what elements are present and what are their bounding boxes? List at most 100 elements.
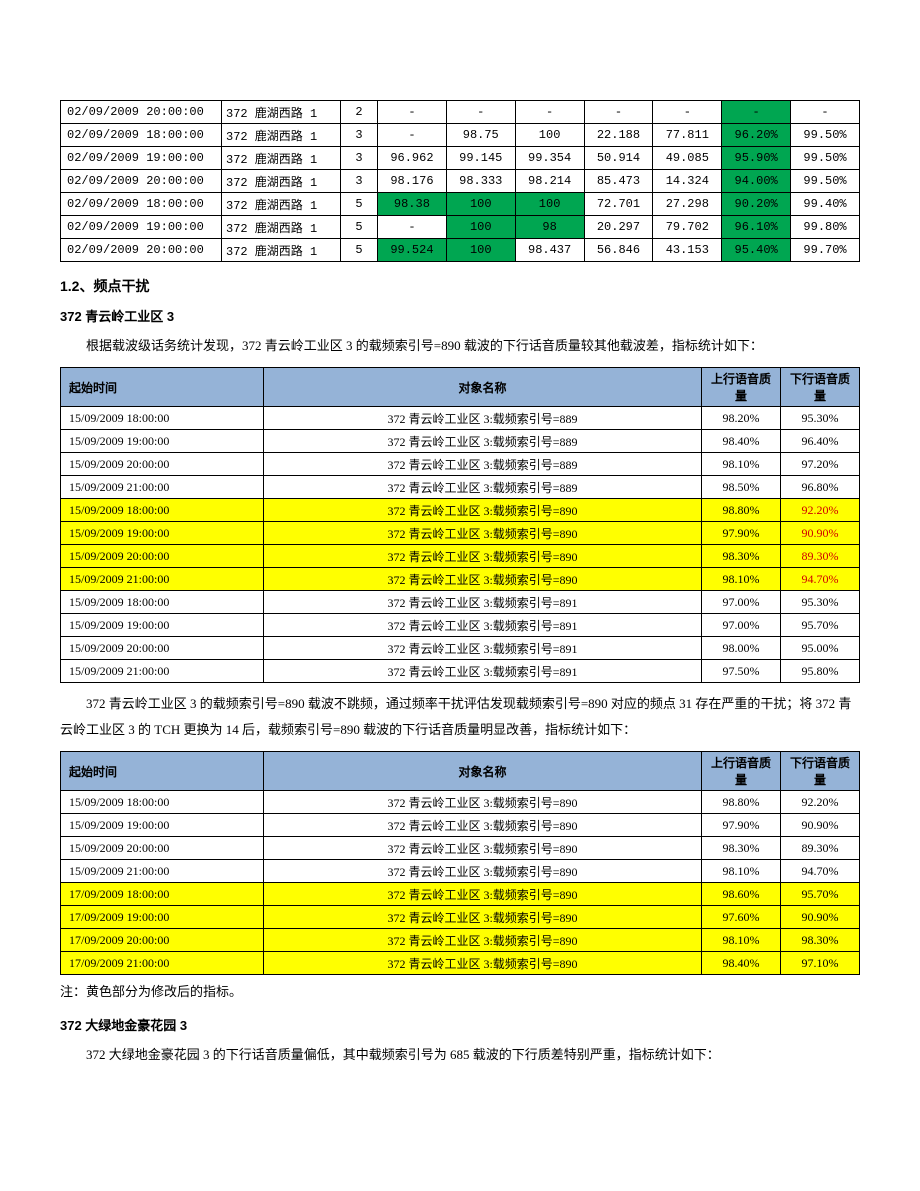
cell-uplink: 98.40% [702, 430, 781, 453]
cell-value: 20.297 [584, 216, 653, 239]
cell-downlink: 89.30% [781, 545, 860, 568]
cell-object: 372 青云岭工业区 3:载频索引号=889 [264, 453, 702, 476]
cell-uplink: 98.10% [702, 453, 781, 476]
cell-downlink: 89.30% [781, 837, 860, 860]
cell-time: 02/09/2009 18:00:00 [61, 124, 222, 147]
cell-value: 14.324 [653, 170, 722, 193]
cell-time: 15/09/2009 20:00:00 [61, 837, 264, 860]
subheading-daludir: 372 大绿地金豪花园 3 [60, 1015, 860, 1034]
cell-value: - [722, 101, 791, 124]
table-luhu: 02/09/2009 20:00:00372 鹿湖西路 12-------02/… [60, 100, 860, 262]
cell-idx: 3 [341, 124, 378, 147]
cell-value: 99.354 [515, 147, 584, 170]
cell-downlink: 92.20% [781, 791, 860, 814]
cell-value: 49.085 [653, 147, 722, 170]
cell-downlink: 90.90% [781, 814, 860, 837]
cell-value: 27.298 [653, 193, 722, 216]
note-yellow: 注：黄色部分为修改后的指标。 [60, 979, 860, 1005]
cell-time: 02/09/2009 19:00:00 [61, 147, 222, 170]
para-3: 372 大绿地金豪花园 3 的下行话音质量偏低，其中载频索引号为 685 载波的… [60, 1042, 860, 1068]
cell-object: 372 青云岭工业区 3:载频索引号=890 [264, 568, 702, 591]
cell-uplink: 98.10% [702, 929, 781, 952]
cell-value: 100 [446, 239, 515, 262]
cell-time: 15/09/2009 20:00:00 [61, 453, 264, 476]
cell-object: 372 青云岭工业区 3:载频索引号=890 [264, 791, 702, 814]
cell-object: 372 青云岭工业区 3:载频索引号=890 [264, 883, 702, 906]
cell-value: 22.188 [584, 124, 653, 147]
cell-value: 79.702 [653, 216, 722, 239]
cell-object: 372 青云岭工业区 3:载频索引号=890 [264, 929, 702, 952]
cell-value: 99.50% [791, 147, 860, 170]
column-header: 下行语音质量 [781, 368, 860, 407]
cell-site: 372 鹿湖西路 1 [222, 170, 341, 193]
cell-value: - [378, 216, 447, 239]
cell-object: 372 青云岭工业区 3:载频索引号=891 [264, 660, 702, 683]
cell-object: 372 青云岭工业区 3:载频索引号=889 [264, 476, 702, 499]
cell-uplink: 98.60% [702, 883, 781, 906]
cell-time: 15/09/2009 18:00:00 [61, 499, 264, 522]
cell-value: 99.80% [791, 216, 860, 239]
cell-value: 98 [515, 216, 584, 239]
cell-object: 372 青云岭工业区 3:载频索引号=889 [264, 407, 702, 430]
cell-value: 100 [446, 193, 515, 216]
cell-object: 372 青云岭工业区 3:载频索引号=891 [264, 614, 702, 637]
cell-downlink: 95.30% [781, 407, 860, 430]
table-qyl-before: 起始时间对象名称上行语音质量下行语音质量 15/09/2009 18:00:00… [60, 367, 860, 683]
column-header: 上行语音质量 [702, 752, 781, 791]
cell-value: - [446, 101, 515, 124]
cell-time: 15/09/2009 19:00:00 [61, 814, 264, 837]
cell-value: 99.145 [446, 147, 515, 170]
cell-time: 02/09/2009 19:00:00 [61, 216, 222, 239]
cell-value: 95.90% [722, 147, 791, 170]
cell-object: 372 青云岭工业区 3:载频索引号=890 [264, 952, 702, 975]
cell-uplink: 98.80% [702, 499, 781, 522]
cell-time: 15/09/2009 21:00:00 [61, 476, 264, 499]
cell-downlink: 97.10% [781, 952, 860, 975]
cell-value: 85.473 [584, 170, 653, 193]
cell-object: 372 青云岭工业区 3:载频索引号=890 [264, 814, 702, 837]
cell-downlink: 94.70% [781, 860, 860, 883]
cell-downlink: 92.20% [781, 499, 860, 522]
cell-value: 72.701 [584, 193, 653, 216]
column-header: 起始时间 [61, 368, 264, 407]
cell-time: 15/09/2009 18:00:00 [61, 407, 264, 430]
cell-downlink: 90.90% [781, 522, 860, 545]
cell-idx: 5 [341, 239, 378, 262]
cell-idx: 5 [341, 193, 378, 216]
cell-downlink: 98.30% [781, 929, 860, 952]
cell-downlink: 96.40% [781, 430, 860, 453]
cell-downlink: 95.00% [781, 637, 860, 660]
cell-time: 15/09/2009 21:00:00 [61, 660, 264, 683]
cell-time: 17/09/2009 20:00:00 [61, 929, 264, 952]
cell-time: 17/09/2009 18:00:00 [61, 883, 264, 906]
cell-value: 100 [515, 193, 584, 216]
cell-uplink: 97.90% [702, 522, 781, 545]
cell-value: 100 [515, 124, 584, 147]
cell-value: 95.40% [722, 239, 791, 262]
subheading-qingyunling: 372 青云岭工业区 3 [60, 306, 860, 325]
para-1: 根据载波级话务统计发现，372 青云岭工业区 3 的载频索引号=890 载波的下… [60, 333, 860, 359]
cell-value: 96.962 [378, 147, 447, 170]
cell-downlink: 95.30% [781, 591, 860, 614]
cell-site: 372 鹿湖西路 1 [222, 124, 341, 147]
para-2: 372 青云岭工业区 3 的载频索引号=890 载波不跳频，通过频率干扰评估发现… [60, 691, 860, 743]
cell-uplink: 98.50% [702, 476, 781, 499]
cell-value: - [378, 124, 447, 147]
cell-value: 94.00% [722, 170, 791, 193]
cell-idx: 5 [341, 216, 378, 239]
cell-value: 90.20% [722, 193, 791, 216]
cell-value: 77.811 [653, 124, 722, 147]
cell-time: 02/09/2009 20:00:00 [61, 239, 222, 262]
cell-value: 96.20% [722, 124, 791, 147]
column-header: 下行语音质量 [781, 752, 860, 791]
cell-uplink: 98.00% [702, 637, 781, 660]
cell-downlink: 96.80% [781, 476, 860, 499]
column-header: 上行语音质量 [702, 368, 781, 407]
cell-object: 372 青云岭工业区 3:载频索引号=890 [264, 837, 702, 860]
cell-downlink: 95.70% [781, 614, 860, 637]
cell-uplink: 97.90% [702, 814, 781, 837]
cell-object: 372 青云岭工业区 3:载频索引号=890 [264, 906, 702, 929]
cell-time: 15/09/2009 19:00:00 [61, 614, 264, 637]
cell-time: 15/09/2009 20:00:00 [61, 545, 264, 568]
cell-uplink: 98.10% [702, 568, 781, 591]
